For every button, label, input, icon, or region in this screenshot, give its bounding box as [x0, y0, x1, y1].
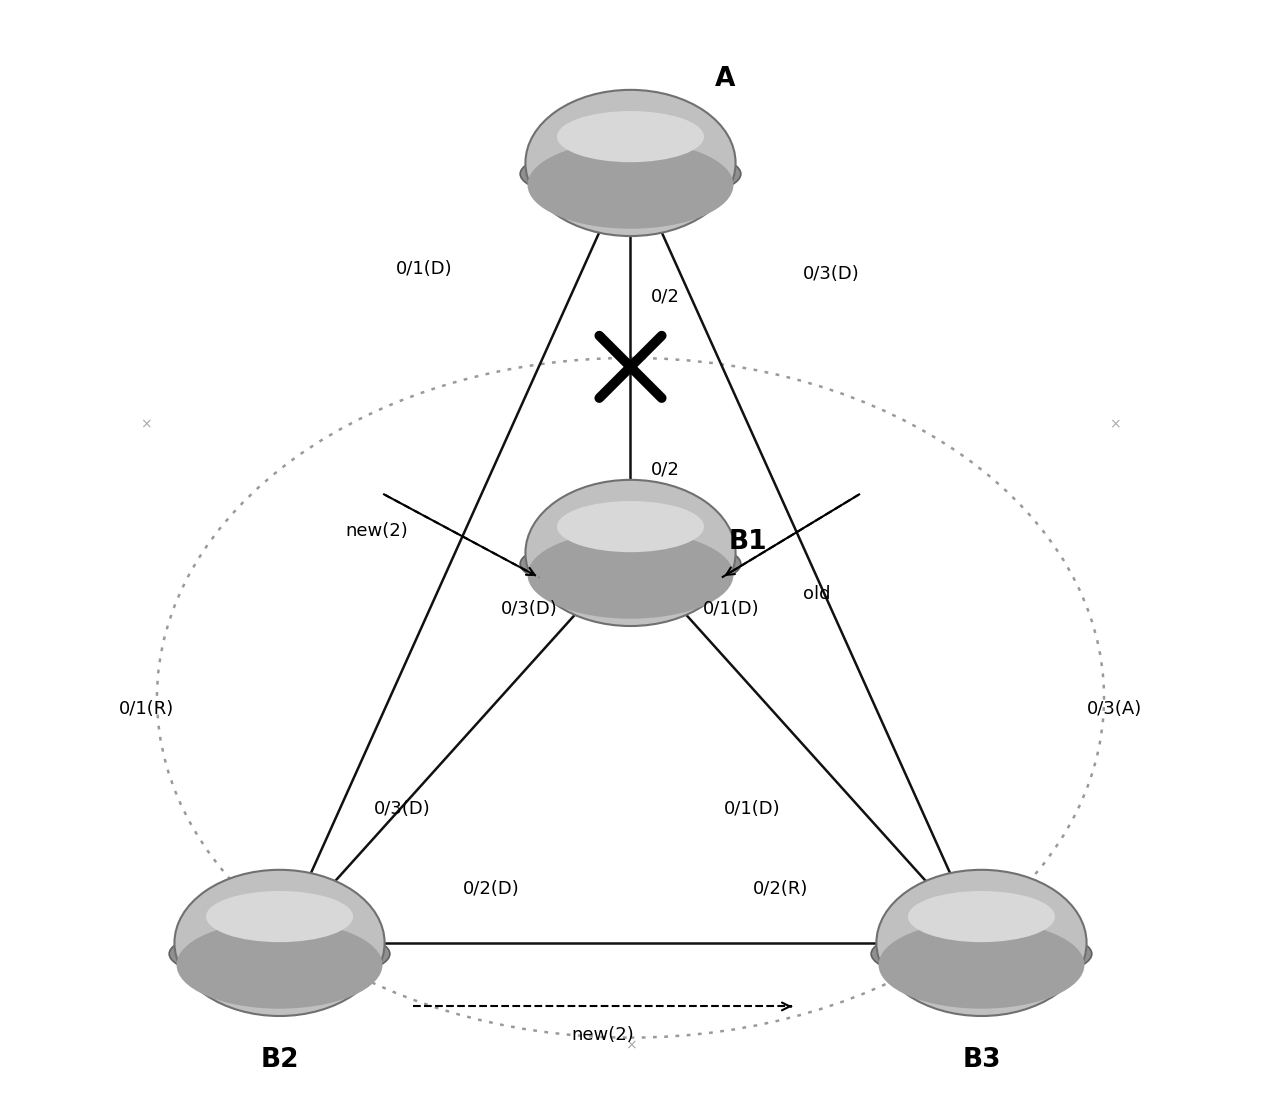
Text: 0/3(A): 0/3(A) — [1087, 700, 1142, 718]
Text: ×: × — [140, 418, 151, 432]
Text: 0/3(D): 0/3(D) — [375, 800, 431, 818]
Text: 0/1(D): 0/1(D) — [724, 800, 781, 818]
Text: 0/1(D): 0/1(D) — [396, 260, 453, 278]
Text: B2: B2 — [260, 1047, 299, 1073]
Ellipse shape — [908, 891, 1055, 942]
Text: 0/2(D): 0/2(D) — [463, 880, 520, 898]
Text: B1: B1 — [728, 528, 767, 555]
Text: 0/3(D): 0/3(D) — [803, 266, 860, 284]
Ellipse shape — [876, 870, 1087, 1016]
Ellipse shape — [557, 111, 704, 162]
Text: ×: × — [624, 1039, 637, 1052]
Ellipse shape — [557, 502, 704, 552]
Ellipse shape — [206, 891, 353, 942]
Text: 0/2(R): 0/2(R) — [753, 880, 808, 898]
Ellipse shape — [521, 146, 740, 202]
Text: 0/3(D): 0/3(D) — [502, 600, 559, 618]
Text: B3: B3 — [962, 1047, 1001, 1073]
Text: new(2): new(2) — [346, 522, 407, 540]
Ellipse shape — [527, 141, 734, 229]
Ellipse shape — [527, 531, 734, 619]
Text: new(2): new(2) — [571, 1027, 634, 1044]
Text: ×: × — [1110, 418, 1121, 432]
Text: 0/2: 0/2 — [651, 460, 680, 478]
Text: 0/1(R): 0/1(R) — [119, 700, 174, 718]
Ellipse shape — [879, 922, 1084, 1009]
Text: 0/1(D): 0/1(D) — [702, 600, 759, 618]
Text: 0/2: 0/2 — [651, 288, 680, 306]
Ellipse shape — [174, 870, 385, 1016]
Ellipse shape — [526, 480, 735, 626]
Ellipse shape — [871, 926, 1092, 982]
Ellipse shape — [526, 89, 735, 236]
Ellipse shape — [521, 536, 740, 592]
Ellipse shape — [169, 926, 390, 982]
Ellipse shape — [177, 922, 382, 1009]
Text: old: old — [803, 585, 831, 603]
Text: A: A — [715, 66, 735, 93]
Text: ×: × — [624, 362, 637, 376]
